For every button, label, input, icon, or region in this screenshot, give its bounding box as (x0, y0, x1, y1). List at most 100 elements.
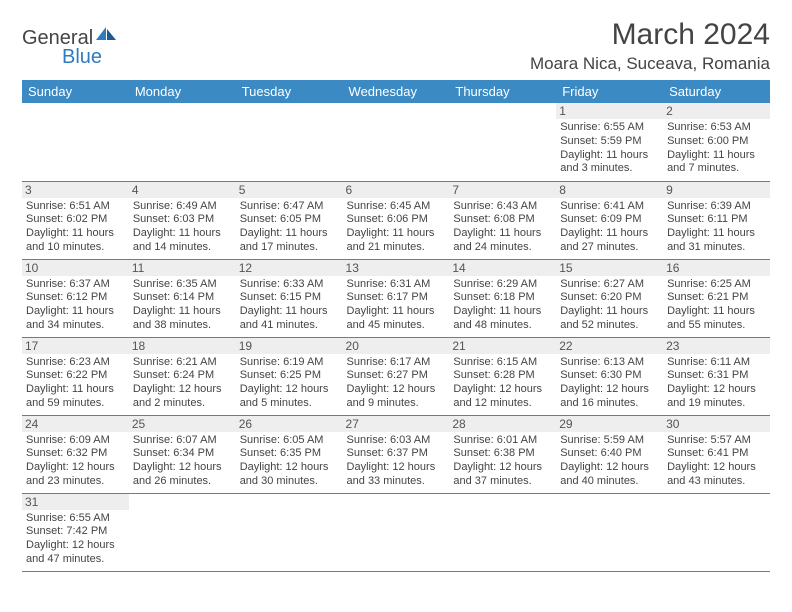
sunset-text: Sunset: 6:20 PM (560, 291, 659, 305)
daylight-text: Daylight: 11 hours (667, 149, 766, 163)
calendar-cell (663, 493, 770, 571)
day-number: 26 (236, 416, 343, 432)
brand-text: General Blue (22, 26, 117, 67)
calendar-week-row: 31Sunrise: 6:55 AMSunset: 7:42 PMDayligh… (22, 493, 770, 571)
sunrise-text: Sunrise: 6:47 AM (240, 200, 339, 214)
calendar-cell: 30Sunrise: 5:57 AMSunset: 6:41 PMDayligh… (663, 415, 770, 493)
weekday-header: Monday (129, 80, 236, 103)
sunset-text: Sunset: 6:31 PM (667, 369, 766, 383)
calendar-cell: 6 Sunrise: 6:45 AMSunset: 6:06 PMDaylight… (343, 181, 450, 259)
daylight-text: and 7 minutes. (667, 162, 766, 176)
calendar-cell: 23Sunrise: 6:11 AMSunset: 6:31 PMDayligh… (663, 337, 770, 415)
sunset-text: Sunset: 6:05 PM (240, 213, 339, 227)
sunrise-text: Sunrise: 6:55 AM (26, 512, 125, 526)
calendar-cell: 15Sunrise: 6:27 AMSunset: 6:20 PMDayligh… (556, 259, 663, 337)
calendar-cell: 2Sunrise: 6:53 AMSunset: 6:00 PMDaylight… (663, 103, 770, 181)
sunset-text: Sunset: 6:09 PM (560, 213, 659, 227)
daylight-text: Daylight: 11 hours (347, 227, 446, 241)
calendar-table: SundayMondayTuesdayWednesdayThursdayFrid… (22, 80, 770, 572)
calendar-cell: 9Sunrise: 6:39 AMSunset: 6:11 PMDaylight… (663, 181, 770, 259)
sunrise-text: Sunrise: 6:19 AM (240, 356, 339, 370)
title-block: March 2024 Moara Nica, Suceava, Romania (530, 18, 770, 74)
day-number: 17 (22, 338, 129, 354)
sunset-text: Sunset: 6:14 PM (133, 291, 232, 305)
day-number: 12 (236, 260, 343, 276)
sunrise-text: Sunrise: 6:43 AM (453, 200, 552, 214)
sunset-text: Sunset: 6:00 PM (667, 135, 766, 149)
calendar-week-row: 17Sunrise: 6:23 AMSunset: 6:22 PMDayligh… (22, 337, 770, 415)
daylight-text: and 2 minutes. (133, 397, 232, 411)
daylight-text: and 45 minutes. (347, 319, 446, 333)
calendar-cell: 1Sunrise: 6:55 AMSunset: 5:59 PMDaylight… (556, 103, 663, 181)
daylight-text: Daylight: 11 hours (347, 305, 446, 319)
calendar-cell (129, 493, 236, 571)
calendar-cell: 12Sunrise: 6:33 AMSunset: 6:15 PMDayligh… (236, 259, 343, 337)
calendar-cell (22, 103, 129, 181)
daylight-text: and 48 minutes. (453, 319, 552, 333)
weekday-header: Saturday (663, 80, 770, 103)
sunrise-text: Sunrise: 6:55 AM (560, 121, 659, 135)
sunset-text: Sunset: 6:08 PM (453, 213, 552, 227)
sunrise-text: Sunrise: 6:01 AM (453, 434, 552, 448)
daylight-text: Daylight: 12 hours (347, 461, 446, 475)
sunrise-text: Sunrise: 6:05 AM (240, 434, 339, 448)
day-number: 4 (129, 182, 236, 198)
daylight-text: Daylight: 12 hours (560, 461, 659, 475)
daylight-text: and 52 minutes. (560, 319, 659, 333)
calendar-cell: 21Sunrise: 6:15 AMSunset: 6:28 PMDayligh… (449, 337, 556, 415)
calendar-cell (556, 493, 663, 571)
daylight-text: Daylight: 11 hours (240, 305, 339, 319)
sunrise-text: Sunrise: 6:25 AM (667, 278, 766, 292)
day-number: 27 (343, 416, 450, 432)
daylight-text: and 14 minutes. (133, 241, 232, 255)
daylight-text: and 27 minutes. (560, 241, 659, 255)
day-number: 6 (343, 182, 450, 198)
daylight-text: Daylight: 11 hours (560, 227, 659, 241)
sunset-text: Sunset: 6:32 PM (26, 447, 125, 461)
sunset-text: Sunset: 6:28 PM (453, 369, 552, 383)
sunset-text: Sunset: 6:11 PM (667, 213, 766, 227)
calendar-week-row: 3Sunrise: 6:51 AMSunset: 6:02 PMDaylight… (22, 181, 770, 259)
sunrise-text: Sunrise: 5:57 AM (667, 434, 766, 448)
sunrise-text: Sunrise: 6:37 AM (26, 278, 125, 292)
sunset-text: Sunset: 6:03 PM (133, 213, 232, 227)
calendar-cell (343, 493, 450, 571)
day-number: 30 (663, 416, 770, 432)
daylight-text: and 33 minutes. (347, 475, 446, 489)
daylight-text: Daylight: 11 hours (453, 227, 552, 241)
daylight-text: Daylight: 11 hours (453, 305, 552, 319)
day-number: 25 (129, 416, 236, 432)
sunrise-text: Sunrise: 6:27 AM (560, 278, 659, 292)
calendar-cell: 24Sunrise: 6:09 AMSunset: 6:32 PMDayligh… (22, 415, 129, 493)
calendar-cell: 28Sunrise: 6:01 AMSunset: 6:38 PMDayligh… (449, 415, 556, 493)
calendar-cell: 10Sunrise: 6:37 AMSunset: 6:12 PMDayligh… (22, 259, 129, 337)
sunrise-text: Sunrise: 5:59 AM (560, 434, 659, 448)
weekday-header: Friday (556, 80, 663, 103)
calendar-cell (343, 103, 450, 181)
sunrise-text: Sunrise: 6:45 AM (347, 200, 446, 214)
day-number: 18 (129, 338, 236, 354)
day-number: 31 (22, 494, 129, 510)
brand-logo: General Blue (22, 26, 117, 67)
sunset-text: Sunset: 6:21 PM (667, 291, 766, 305)
daylight-text: and 10 minutes. (26, 241, 125, 255)
day-number: 16 (663, 260, 770, 276)
calendar-cell: 4Sunrise: 6:49 AMSunset: 6:03 PMDaylight… (129, 181, 236, 259)
daylight-text: and 37 minutes. (453, 475, 552, 489)
sunset-text: Sunset: 6:06 PM (347, 213, 446, 227)
day-number: 9 (663, 182, 770, 198)
daylight-text: Daylight: 12 hours (240, 383, 339, 397)
sunset-text: Sunset: 6:18 PM (453, 291, 552, 305)
sunrise-text: Sunrise: 6:03 AM (347, 434, 446, 448)
day-number: 24 (22, 416, 129, 432)
sunset-text: Sunset: 6:41 PM (667, 447, 766, 461)
daylight-text: and 21 minutes. (347, 241, 446, 255)
day-number: 8 (556, 182, 663, 198)
day-number: 21 (449, 338, 556, 354)
daylight-text: Daylight: 11 hours (667, 227, 766, 241)
daylight-text: Daylight: 11 hours (26, 227, 125, 241)
day-number: 1 (556, 103, 663, 119)
day-number: 2 (663, 103, 770, 119)
sail-icon (95, 26, 117, 44)
calendar-cell: 27Sunrise: 6:03 AMSunset: 6:37 PMDayligh… (343, 415, 450, 493)
